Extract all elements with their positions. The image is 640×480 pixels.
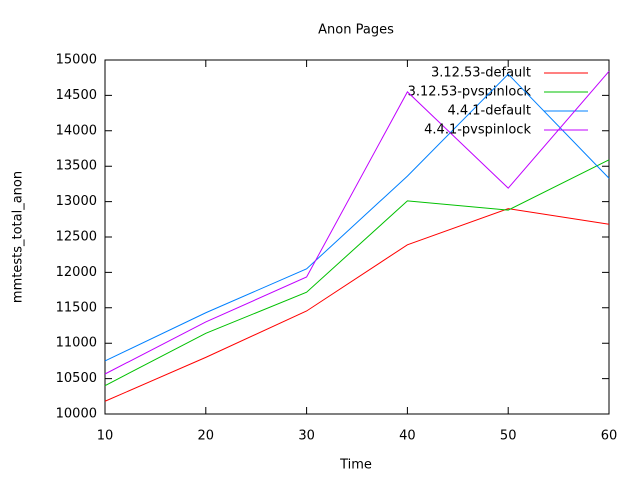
series-line — [104, 208, 610, 402]
x-tick-label: 20 — [198, 429, 215, 444]
y-tick-label: 13000 — [56, 194, 97, 209]
y-tick-label: 12000 — [56, 265, 97, 280]
y-tick-label: 11500 — [56, 300, 97, 315]
legend-label: 3.12.53-default — [431, 66, 531, 81]
series-line — [104, 159, 610, 387]
y-axis-label: mmtests_total_anon — [11, 171, 26, 303]
y-tick-label: 15000 — [56, 53, 97, 68]
x-tick-label: 10 — [97, 429, 114, 444]
y-tick-label: 13500 — [56, 159, 97, 174]
y-tick-label: 14000 — [56, 123, 97, 138]
legend-label: 4.4.1-default — [447, 104, 531, 119]
y-tick-label: 12500 — [56, 230, 97, 245]
x-axis-label: Time — [339, 458, 372, 473]
legend-label: 3.12.53-pvspinlock — [408, 85, 532, 100]
plot-frame — [104, 59, 610, 415]
x-tick-label: 30 — [298, 429, 315, 444]
x-tick-label: 40 — [399, 429, 416, 444]
chart-title: Anon Pages — [318, 23, 394, 38]
y-tick-label: 10000 — [56, 407, 97, 422]
legend-label: 4.4.1-pvspinlock — [424, 123, 531, 138]
y-tick-label: 10500 — [56, 371, 97, 386]
series-line — [104, 73, 610, 362]
y-tick-label: 14500 — [56, 88, 97, 103]
y-tick-label: 11000 — [56, 336, 97, 351]
series-line — [104, 71, 610, 375]
x-tick-label: 50 — [500, 429, 517, 444]
x-tick-label: 60 — [601, 429, 618, 444]
